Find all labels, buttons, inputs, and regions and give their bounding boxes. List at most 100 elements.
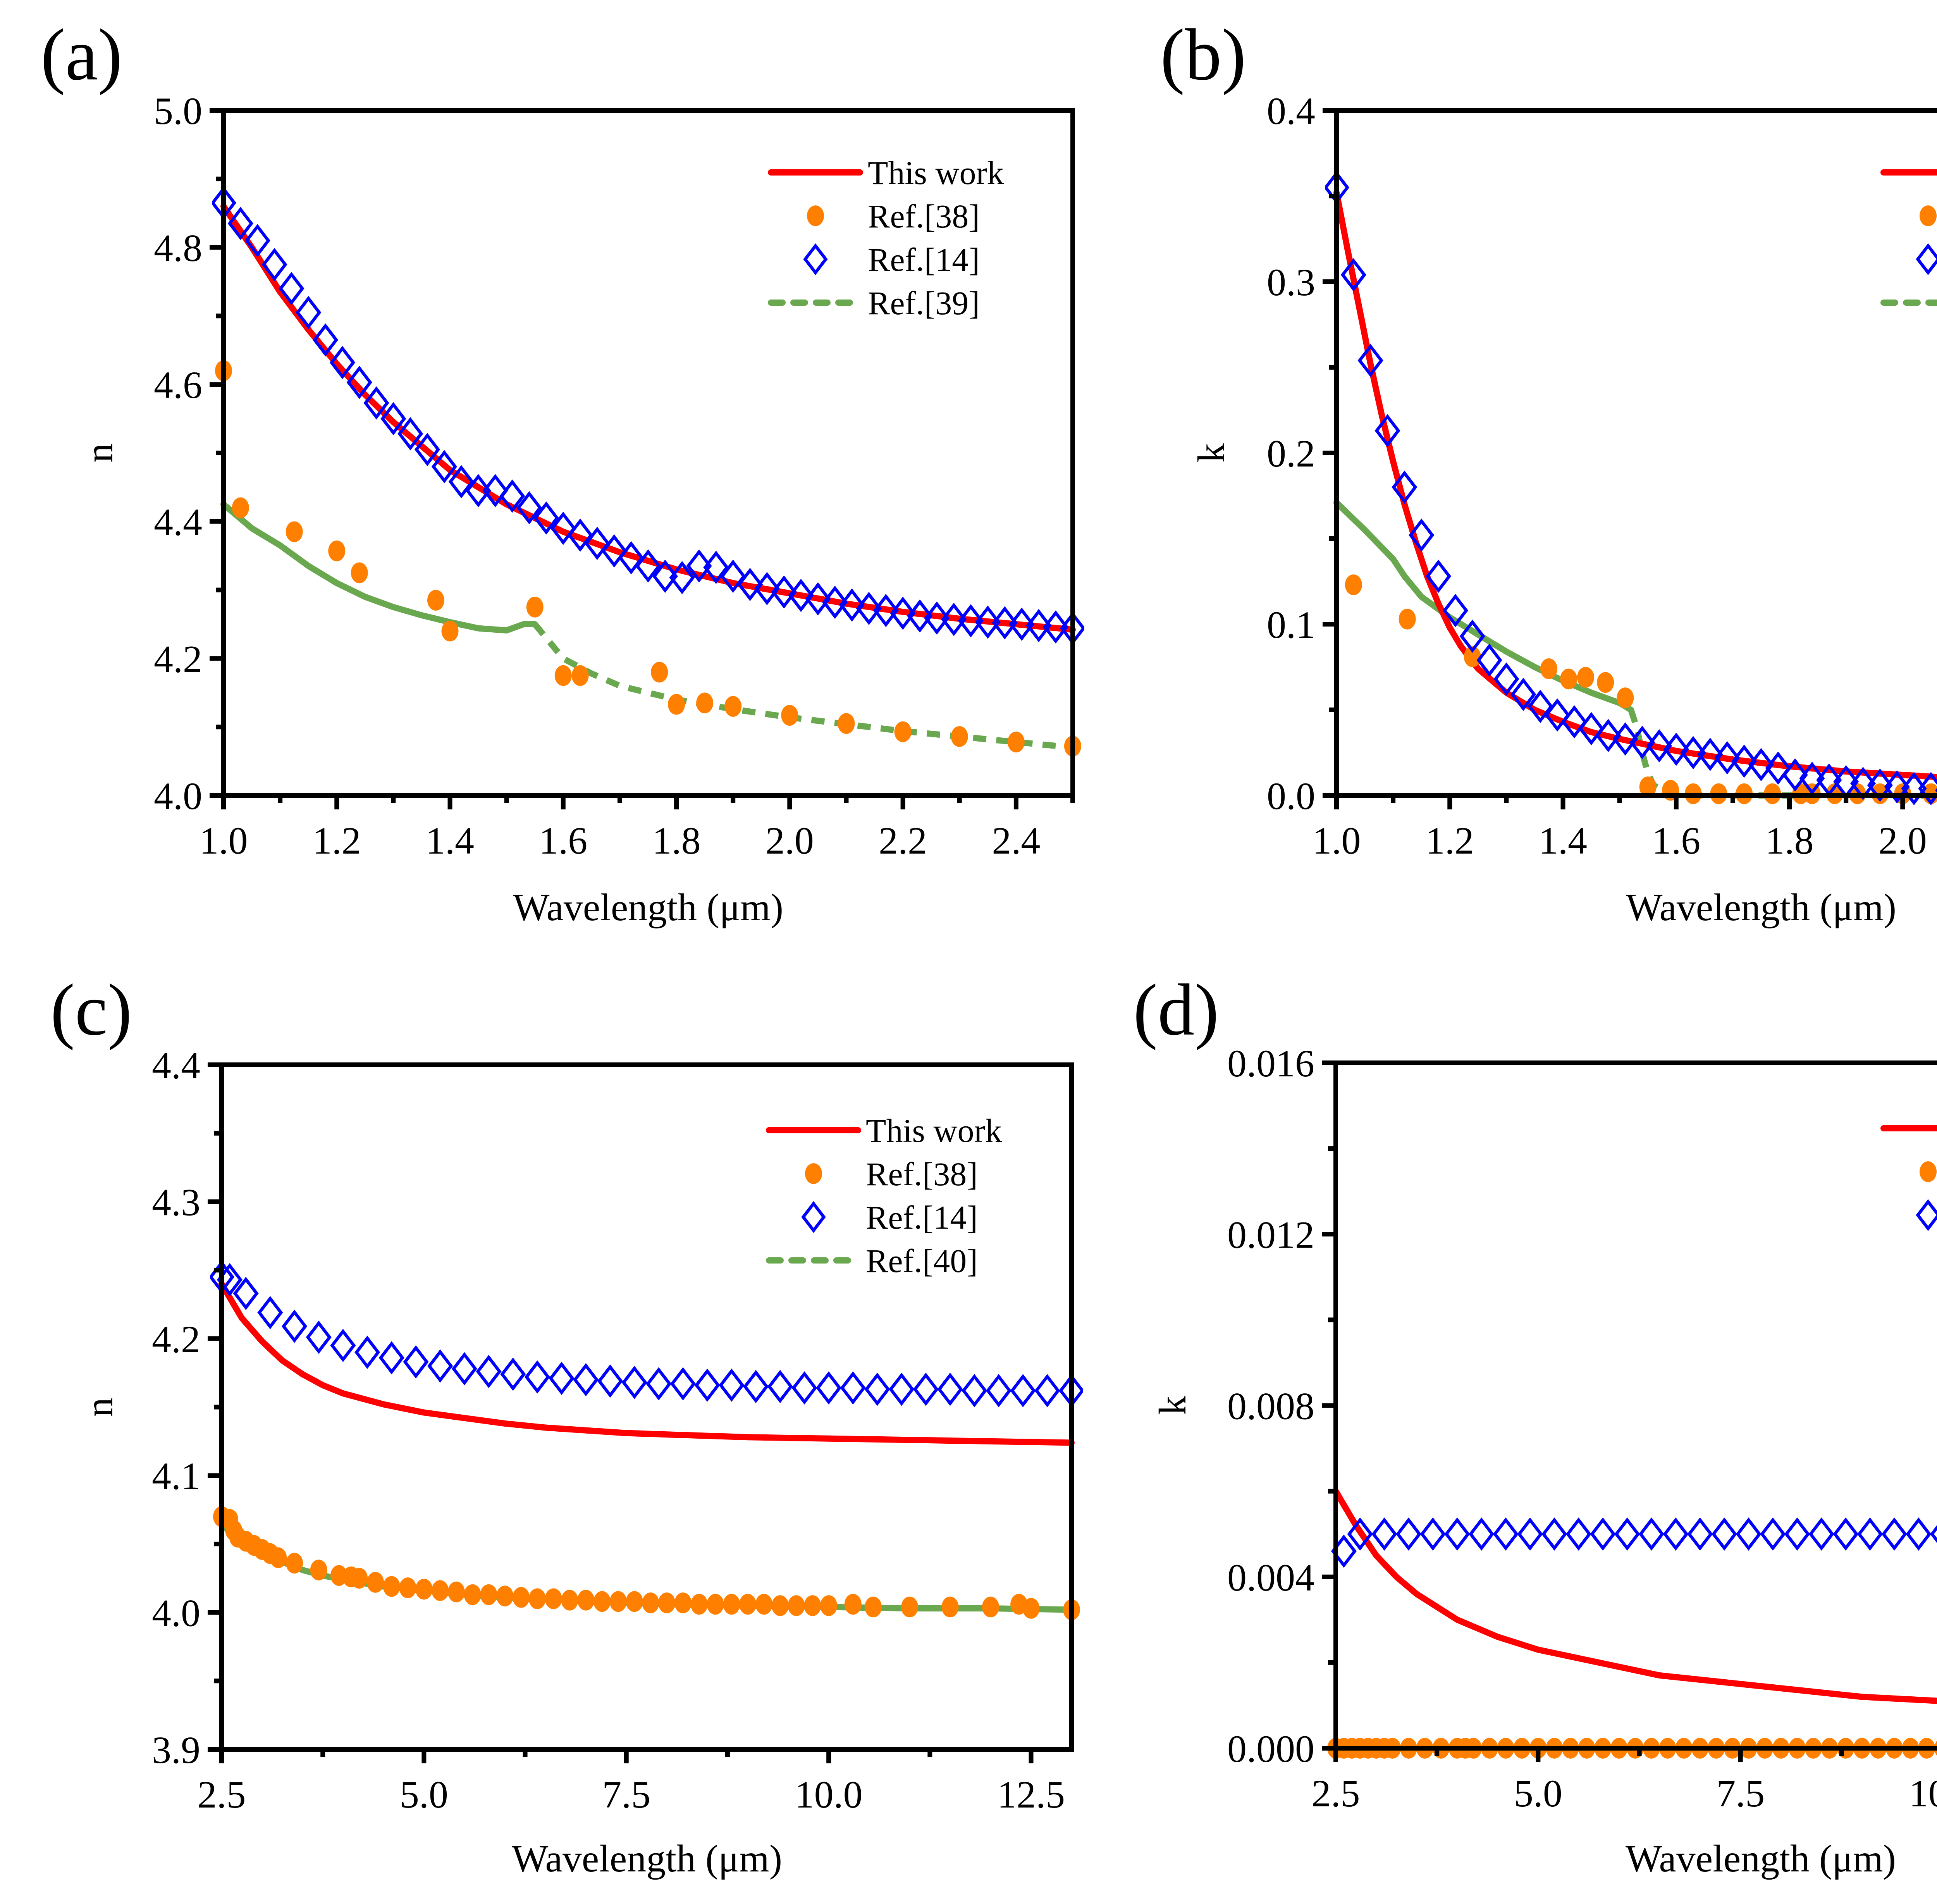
series-ref-38-point (310, 1560, 327, 1580)
legend-label: Ref.[40] (866, 1242, 978, 1279)
series-ref-14-point (1459, 619, 1485, 653)
series-ref-14-point (1528, 690, 1553, 723)
series-ref-14-point (873, 594, 899, 627)
y-tick-label: 0.004 (1227, 1556, 1314, 1599)
series-ref-14-point (941, 603, 967, 636)
series-ref-14-point (1697, 737, 1723, 771)
y-tick-label: 4.0 (154, 775, 202, 818)
series-ref-38-point (951, 726, 968, 747)
series-ref-38-point (415, 1579, 433, 1600)
x-tick-label: 1.4 (1539, 819, 1587, 862)
series-ref-38-point (1560, 668, 1577, 690)
panel-label: (c) (50, 969, 132, 1051)
y-tick-label: 5.0 (154, 90, 202, 133)
series-ref-14-point (380, 402, 406, 436)
series-ref-14-point (1638, 1517, 1664, 1551)
series-ref-14-point (856, 592, 882, 625)
legend-diamond-icon (803, 243, 828, 275)
series-ref-14-point (1340, 258, 1366, 292)
series-ref-38-point (571, 665, 589, 686)
panel-label: (a) (41, 14, 122, 96)
series-ref-38-point (383, 1576, 400, 1597)
legend-label: This work (866, 1112, 1002, 1149)
series-ref-14-point (1510, 678, 1536, 711)
x-tick-label: 2.5 (198, 1773, 246, 1816)
series-ref-14-point (597, 1364, 623, 1398)
series-ref-14-point (839, 588, 865, 622)
series-ref-14-point (1884, 770, 1910, 804)
legend-circle-icon (805, 1163, 822, 1184)
series-ref-14-point (1901, 772, 1927, 806)
series-ref-14-point (1714, 741, 1740, 775)
series-ref-14-point (1731, 744, 1757, 778)
series-ref-14-point (244, 224, 270, 257)
series-ref-38-point (526, 596, 544, 618)
series-this-work-line (218, 1281, 1075, 1446)
series-ref-14-point (840, 1371, 866, 1405)
series-ref-14-point (550, 511, 576, 545)
series-ref-14-point (937, 1372, 963, 1406)
series-this-work-line (1333, 1488, 1937, 1704)
series-ref-38-point (496, 1586, 514, 1607)
series-ref-14-point (354, 1336, 380, 1369)
series-ref-14-point (257, 1296, 283, 1329)
series-ref-14-point (427, 1349, 453, 1383)
series-ref-14-point (1425, 559, 1452, 593)
series-ref-14-point (1517, 1517, 1543, 1551)
panel-b: (b) 1.01.21.41.61.82.02.22.40.00.10.20.3… (1160, 14, 1937, 929)
series-ref-14-point (1646, 729, 1672, 763)
x-tick-label: 12.5 (997, 1773, 1065, 1816)
series-ref-38-point (561, 1589, 578, 1611)
series-ref-38-point (1464, 646, 1481, 667)
series-ref-38-point (668, 694, 685, 715)
legend-label: This work (868, 154, 1004, 191)
x-tick-label: 10.0 (795, 1773, 863, 1816)
plot-marks (212, 186, 1084, 757)
x-axis-title: Wavelength (μm) (1626, 886, 1896, 929)
legend-item: Ref.[14] (803, 241, 980, 278)
series-ref-14-point (1357, 344, 1383, 377)
series-ref-14-point (261, 248, 287, 281)
series-ref-38-point (642, 1592, 659, 1613)
series-ref-38-point (781, 705, 798, 726)
series-ref-14-point (1392, 470, 1417, 504)
series-ref-14-point (1493, 1517, 1519, 1551)
axes: 2.55.07.510.012.50.0000.0040.0080.0120.0… (1227, 1042, 1937, 1815)
series-ref-14-point (516, 491, 542, 525)
x-tick-label: 2.0 (766, 819, 814, 862)
y-tick-label: 4.8 (154, 227, 202, 270)
y-axis-title: n (78, 443, 121, 463)
series-ref-14-point (1711, 1517, 1737, 1551)
y-tick-label: 0.0 (1267, 775, 1315, 818)
series-ref-14-point (500, 1357, 526, 1391)
x-tick-label: 2.0 (1879, 819, 1927, 862)
series-ref-38-point (739, 1594, 757, 1615)
x-axis-title: Wavelength (μm) (513, 886, 783, 929)
series-ref-38-point (447, 1581, 465, 1603)
series-ref-14-point (397, 417, 423, 451)
series-ref-14-point (1663, 732, 1689, 766)
series-ref-38-point (554, 665, 572, 686)
series-ref-14-point (1629, 726, 1655, 759)
series-ref-38-point (844, 1594, 862, 1615)
series-ref-38-point (1007, 732, 1025, 752)
series-ref-14-point (805, 582, 831, 616)
y-axis-title: k (1151, 1396, 1194, 1415)
legend-item: Ref.[14] (1916, 1199, 1937, 1231)
series-ref-38-point (270, 1547, 287, 1568)
series-ref-14-point (573, 1363, 599, 1396)
series-ref-14-point (767, 1370, 793, 1403)
x-tick-label: 7.5 (602, 1773, 650, 1816)
series-ref-14-point (1663, 1517, 1689, 1551)
series-ref-14-point (1442, 594, 1468, 627)
series-ref-14-point (567, 518, 593, 552)
x-tick-label: 1.4 (426, 819, 474, 862)
series-ref-38-point (1540, 658, 1557, 679)
series-ref-14-point (346, 365, 372, 399)
series-ref-38-point (982, 1596, 999, 1618)
y-tick-label: 4.4 (152, 1044, 200, 1087)
series-ref-38-point (674, 1592, 692, 1613)
series-ref-14-point (1590, 1517, 1616, 1551)
series-ref-38-point (658, 1592, 676, 1613)
series-ref-14-point (618, 541, 644, 575)
